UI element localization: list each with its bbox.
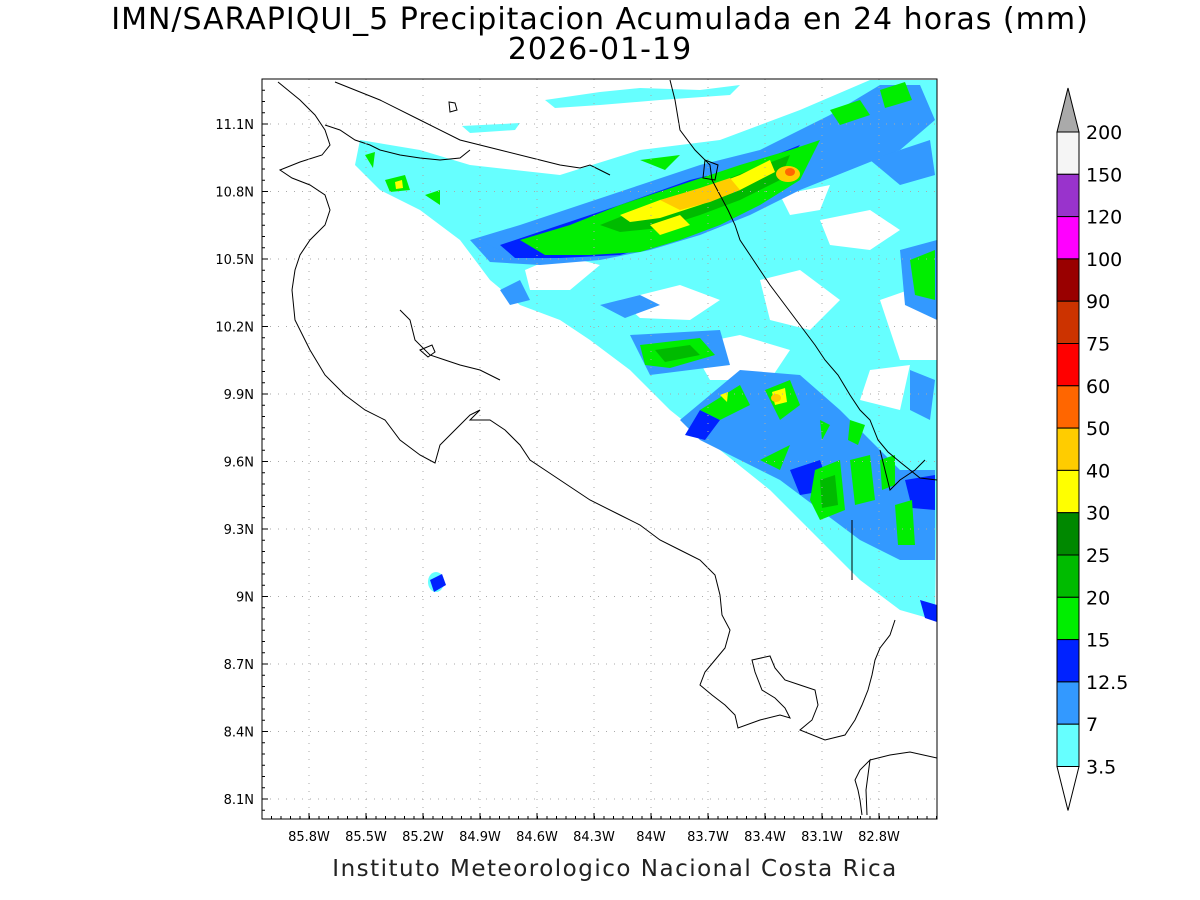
colorbar-swatch (1056, 427, 1080, 471)
colorbar-label: 7 (1086, 714, 1098, 736)
colorbar-label: 3.5 (1086, 757, 1116, 779)
lon-tick-label: 84.9W (459, 830, 501, 845)
colorbar-label: 90 (1086, 291, 1110, 313)
colorbar-label: 200 (1086, 122, 1122, 144)
colorbar-swatch (1056, 596, 1080, 641)
colorbar-label: 100 (1086, 249, 1122, 271)
colorbar-swatch (1056, 639, 1080, 683)
colorbar-label: 20 (1086, 587, 1110, 609)
colorbar-bottom-arrow (1056, 766, 1080, 811)
lon-tick-label: 85.2W (402, 830, 444, 845)
lat-tick-label: 9N (236, 591, 254, 606)
colorbar-top-arrow (1056, 87, 1080, 133)
lat-tick-label: 9.6N (224, 456, 254, 471)
map-frame (261, 78, 938, 820)
colorbar-label: 12.5 (1086, 672, 1128, 694)
colorbar-swatch (1056, 723, 1080, 768)
colorbar-swatch (1056, 681, 1080, 725)
lon-tick-label: 84.3W (573, 830, 615, 845)
footer-credit: Instituto Meteorologico Nacional Costa R… (332, 856, 898, 882)
colorbar-swatch (1056, 173, 1080, 218)
colorbar-label: 75 (1086, 334, 1110, 356)
map-axes: 85.8W 85.5W 85.2W 84.9W 84.6W 84.3W 84W 83.7W 83… (215, 78, 937, 845)
colorbar-label: 120 (1086, 207, 1122, 229)
lat-tick-label: 8.1N (224, 793, 254, 808)
graticule (262, 79, 937, 819)
colorbar-label: 150 (1086, 164, 1122, 186)
colorbar-label: 15 (1086, 630, 1110, 652)
lon-tick-label: 85.5W (345, 830, 387, 845)
lat-tick-label: 9.3N (224, 523, 254, 538)
colorbar-swatch (1056, 385, 1080, 429)
map-title: IMN/SARAPIQUI_5 Precipitacion Acumulada … (111, 2, 1089, 37)
lat-tick-label: 8.7N (224, 658, 254, 673)
colorbar-swatch (1056, 469, 1080, 514)
colorbar-swatch (1056, 512, 1080, 556)
lat-tick-label: 10.5N (215, 253, 254, 268)
colorbar-swatch (1056, 554, 1080, 598)
lat-tick-label: 10.8N (215, 186, 254, 201)
lon-tick-label: 85.8W (288, 830, 330, 845)
lon-tick-label: 84W (636, 830, 666, 845)
colorbar-label: 60 (1086, 376, 1110, 398)
precipitation-field (355, 80, 937, 622)
colorbar: 200 150 120 100 90 75 60 50 40 30 25 20 15 12.5 7 3.5 (1056, 87, 1128, 811)
lon-tick-label: 83.1W (801, 830, 843, 845)
lat-tick-label: 9.9N (224, 388, 254, 403)
colorbar-label: 25 (1086, 545, 1110, 567)
colorbar-swatch (1056, 131, 1080, 175)
lon-tick-label: 84.6W (516, 830, 558, 845)
map-date: 2026-01-19 (507, 32, 693, 67)
colorbar-label: 40 (1086, 460, 1110, 482)
coastline (277, 79, 937, 816)
lon-tick-label: 82.8W (858, 830, 900, 845)
lat-tick-label: 8.4N (224, 726, 254, 741)
lat-tick-label: 11.1N (215, 118, 254, 133)
colorbar-label: 50 (1086, 418, 1110, 440)
colorbar-swatch (1056, 300, 1080, 345)
lon-tick-label: 83.4W (744, 830, 786, 845)
lon-tick-label: 83.7W (687, 830, 729, 845)
colorbar-swatch (1056, 258, 1080, 302)
colorbar-swatch (1056, 216, 1080, 260)
colorbar-label: 30 (1086, 503, 1110, 525)
colorbar-swatch (1056, 343, 1080, 387)
lat-tick-label: 10.2N (215, 321, 254, 336)
